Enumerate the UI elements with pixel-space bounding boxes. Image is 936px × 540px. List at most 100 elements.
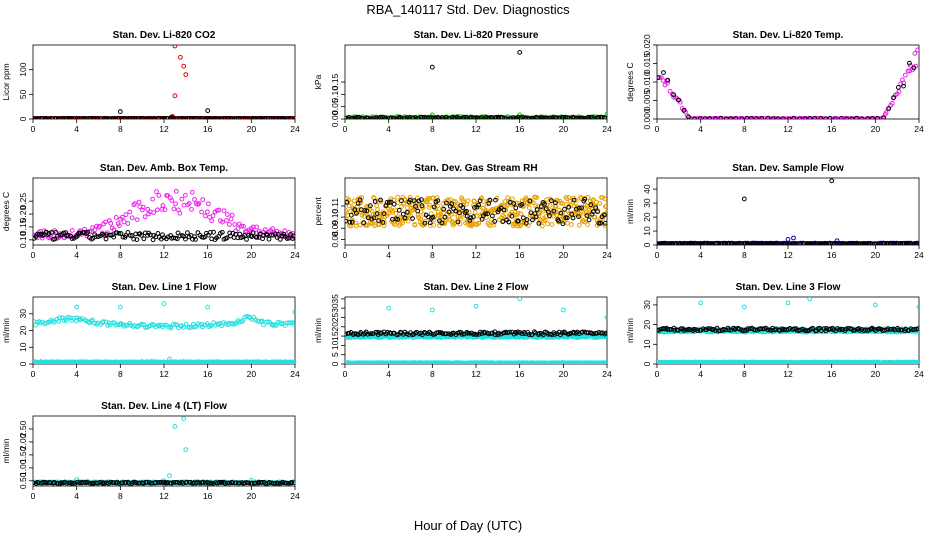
data-point — [275, 319, 281, 325]
data-point — [780, 116, 786, 119]
data-point — [131, 236, 137, 242]
x-tick-label: 8 — [118, 124, 123, 134]
data-point — [667, 327, 672, 332]
data-point — [206, 324, 212, 330]
data-point — [178, 54, 183, 60]
x-tick-label: 8 — [430, 369, 435, 379]
data-point — [227, 230, 233, 236]
y-tick-label: 0.09 — [330, 220, 340, 237]
x-tick-label: 24 — [602, 124, 612, 134]
data-point — [189, 189, 195, 195]
data-point — [854, 115, 859, 119]
data-point — [889, 101, 895, 106]
panel-title: Stan. Dev. Amb. Box Temp. — [100, 163, 228, 174]
data-point — [713, 116, 718, 119]
data-point — [74, 304, 80, 310]
data-point — [553, 200, 558, 206]
data-point — [178, 116, 184, 119]
data-point — [741, 304, 747, 310]
y-tick-label: 25 — [330, 312, 340, 322]
data-point — [754, 116, 759, 119]
data-point — [600, 216, 605, 222]
data-point — [602, 196, 607, 202]
data-point — [435, 198, 441, 204]
plot-frame — [32, 296, 296, 365]
data-point — [427, 220, 433, 226]
data-point — [804, 241, 810, 245]
data-point — [291, 233, 295, 239]
data-point — [657, 75, 662, 80]
data-point — [183, 72, 189, 77]
x-tick-label: 20 — [871, 124, 881, 134]
data-point — [364, 208, 370, 214]
data-point — [742, 240, 748, 245]
data-point — [181, 63, 187, 69]
data-point — [883, 110, 889, 115]
y-tick-label: 50 — [18, 89, 28, 99]
data-point — [530, 200, 536, 206]
data-point — [891, 240, 896, 245]
data-point — [185, 230, 190, 236]
data-point — [410, 216, 415, 221]
x-tick-label: 8 — [430, 124, 435, 134]
data-point — [48, 318, 53, 323]
data-point — [243, 228, 249, 234]
data-point — [517, 297, 523, 302]
data-point — [449, 201, 455, 207]
data-point — [519, 201, 525, 207]
data-point — [183, 192, 188, 198]
data-point — [172, 93, 178, 99]
data-point — [465, 198, 471, 204]
data-point — [254, 234, 260, 240]
data-point — [753, 327, 758, 333]
data-point — [210, 213, 216, 219]
data-point — [583, 116, 588, 119]
data-point — [113, 322, 118, 328]
x-tick-label: 12 — [783, 369, 793, 379]
data-point — [513, 205, 519, 211]
series-black — [33, 229, 295, 243]
data-point — [140, 204, 146, 210]
data-point — [250, 230, 256, 236]
data-point — [566, 204, 572, 210]
data-point — [585, 222, 590, 228]
y-tick-label: 0 — [642, 361, 652, 366]
data-point — [65, 232, 71, 238]
y-tick-label: 10 — [642, 339, 652, 349]
data-point — [785, 237, 791, 242]
y-tick-label: 20 — [330, 322, 340, 332]
data-point — [369, 208, 375, 214]
data-point — [829, 178, 835, 184]
data-point — [842, 241, 848, 245]
data-point — [150, 196, 156, 202]
y-tick-label: 0.20 — [18, 206, 28, 223]
data-point — [582, 196, 588, 202]
data-point — [858, 241, 864, 245]
data-point — [592, 214, 598, 220]
x-tick-label: 12 — [471, 369, 481, 379]
x-tick-label: 16 — [827, 250, 837, 260]
data-point — [901, 83, 906, 89]
data-point — [52, 236, 58, 242]
data-point — [530, 217, 535, 223]
x-tick-label: 8 — [118, 369, 123, 379]
data-point — [400, 220, 406, 226]
x-tick-label: 20 — [871, 369, 881, 379]
data-point — [579, 205, 584, 211]
page-title: RBA_140117 Std. Dev. Diagnostics — [366, 2, 570, 17]
data-point — [604, 360, 607, 364]
data-point — [123, 233, 129, 238]
data-point — [529, 332, 535, 338]
data-point — [765, 327, 771, 333]
data-point — [473, 303, 479, 309]
data-point — [357, 197, 363, 203]
data-point — [131, 202, 137, 208]
data-point — [46, 235, 52, 241]
panel-title: Stan. Dev. Line 2 Flow — [424, 282, 529, 293]
y-tick-label: 0.10 — [330, 209, 340, 226]
data-point — [695, 116, 700, 119]
data-point — [536, 220, 542, 226]
data-point — [807, 116, 813, 119]
series-black — [345, 50, 607, 119]
data-point — [270, 226, 276, 232]
